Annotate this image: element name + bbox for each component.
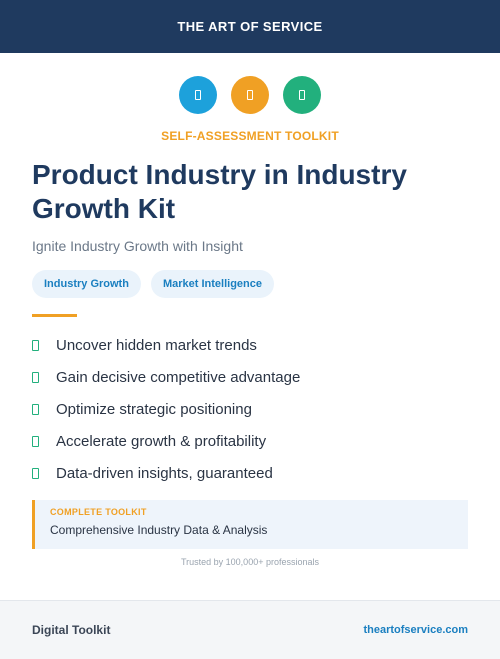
icon-row xyxy=(0,76,500,114)
feature-text: Uncover hidden market trends xyxy=(56,336,257,354)
check-icon xyxy=(32,467,39,479)
check-icon xyxy=(32,339,39,351)
trust-statement: Trusted by 100,000+ professionals xyxy=(180,557,319,567)
check-icon xyxy=(32,435,39,447)
page-title: Product Industry in Industry Growth Kit xyxy=(32,159,407,224)
feature-text: Accelerate growth & profitability xyxy=(56,432,267,450)
feature-item: Optimize strategic positioning xyxy=(32,393,300,425)
check-icon xyxy=(32,371,39,383)
feature-text: Gain decisive competitive advantage xyxy=(56,368,301,386)
orange-badge-icon xyxy=(231,76,269,114)
footer-bar: Digital Toolkit theartofservice.com xyxy=(0,600,500,659)
feature-item: Accelerate growth & profitability xyxy=(32,425,300,457)
blue-badge-icon xyxy=(179,76,217,114)
footer-label: Digital Toolkit xyxy=(32,623,111,637)
tag-list: Industry Growth Market Intelligence xyxy=(32,270,274,298)
feature-text: Optimize strategic positioning xyxy=(56,400,252,418)
toolkit-callout: COMPLETE TOOLKIT Comprehensive Industry … xyxy=(32,500,468,549)
header-bar: THE ART OF SERVICE xyxy=(0,0,500,53)
tag-industry-growth: Industry Growth xyxy=(32,270,141,298)
feature-text: Data-driven insights, guaranteed xyxy=(56,464,273,482)
page-subtitle: Ignite Industry Growth with Insight xyxy=(32,238,243,254)
brand-name: THE ART OF SERVICE xyxy=(177,19,323,34)
placeholder-glyph-icon xyxy=(299,90,305,100)
accent-divider xyxy=(32,314,77,317)
callout-label: COMPLETE TOOLKIT xyxy=(50,507,147,517)
callout-text: Comprehensive Industry Data & Analysis xyxy=(50,523,268,537)
placeholder-glyph-icon xyxy=(247,90,253,100)
feature-list: Uncover hidden market trends Gain decisi… xyxy=(32,329,300,489)
check-icon xyxy=(32,403,39,415)
feature-item: Uncover hidden market trends xyxy=(32,329,300,361)
placeholder-glyph-icon xyxy=(195,90,201,100)
eyebrow-label: SELF-ASSESSMENT TOOLKIT xyxy=(161,129,339,143)
feature-item: Data-driven insights, guaranteed xyxy=(32,457,300,489)
feature-item: Gain decisive competitive advantage xyxy=(32,361,300,393)
tag-market-intelligence: Market Intelligence xyxy=(150,270,274,298)
green-badge-icon xyxy=(283,76,321,114)
footer-website-link[interactable]: theartofservice.com xyxy=(363,624,468,636)
